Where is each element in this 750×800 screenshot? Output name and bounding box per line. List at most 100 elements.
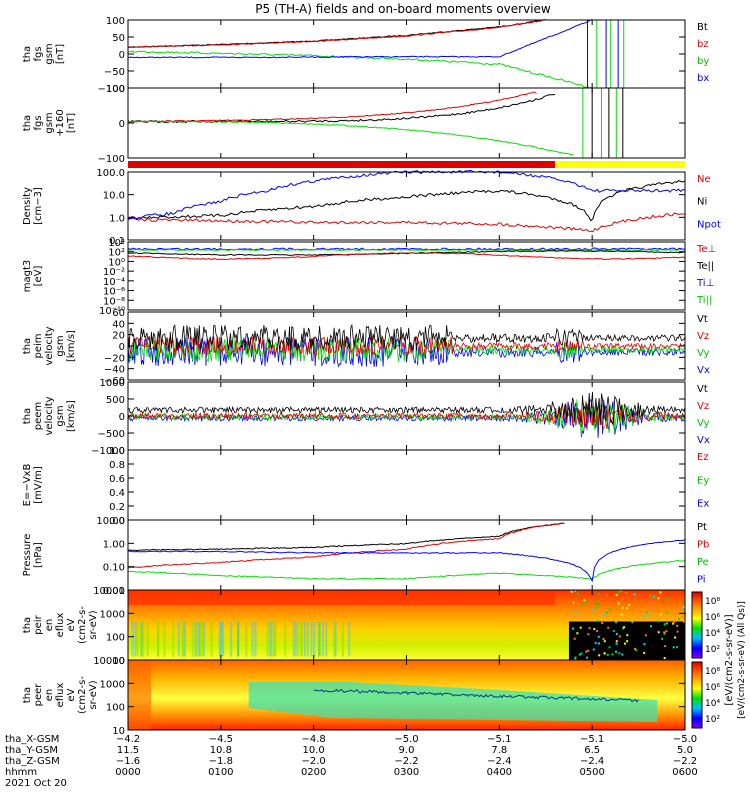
ion-speckle: [606, 653, 609, 656]
y-tick-label: 10: [112, 656, 125, 667]
ion-speckle: [626, 640, 629, 643]
y-tick-label: −20: [104, 353, 125, 364]
ion-speckle: [597, 635, 600, 638]
ion-stripe: [195, 621, 198, 657]
ion-stripe: [348, 621, 351, 657]
legend-by: by: [697, 56, 709, 67]
series-line-Vx: [127, 398, 686, 439]
ion-speckle: [573, 602, 576, 605]
ion-stripe: [201, 621, 204, 657]
ion-stripe: [210, 621, 213, 657]
series-line-Vt: [127, 323, 686, 352]
legend-Ey: Ey: [697, 475, 709, 486]
series-line-by: [127, 120, 574, 156]
ion-speckle: [663, 623, 666, 626]
ion-stripe: [297, 621, 300, 657]
ion-speckle: [573, 637, 576, 640]
ephemeris-row-label: tha_X-GSM: [5, 734, 59, 745]
colorbar-label: 10⁶: [705, 683, 720, 693]
ion-speckle: [663, 632, 666, 635]
panel-frame: [127, 19, 686, 89]
y-tick-label: 1.0: [109, 446, 125, 457]
y-tick-label: 20: [112, 331, 125, 342]
ion-speckle: [572, 601, 575, 604]
y-tick-label: 0: [119, 50, 125, 61]
ion-speckle: [598, 593, 601, 596]
y-axis-label: gsm: [44, 43, 55, 64]
y-tick-label: 100: [106, 84, 125, 95]
ion-speckle: [611, 653, 614, 656]
series-line-Vx: [127, 336, 686, 368]
ion-speckle: [643, 643, 646, 646]
ephemeris-value: −2.2: [673, 756, 697, 767]
ion-stripe: [184, 621, 187, 657]
colorbar-label: 10²: [705, 645, 720, 655]
ion-speckle: [586, 656, 589, 659]
y-tick-label: 0.8: [109, 460, 125, 471]
ion-speckle: [574, 656, 577, 659]
colorbar-title: [eV/(cm2-s-sr-eV)]: [724, 614, 735, 705]
y-tick-label: 100: [106, 703, 125, 714]
y-axis-label: eV: [66, 688, 77, 701]
ion-speckle: [672, 622, 675, 625]
ion-stripe: [197, 621, 200, 657]
y-tick-label: 0.10: [103, 563, 125, 574]
plot-title: P5 (TH-A) fields and on-board moments ov…: [255, 2, 551, 16]
ephemeris-value: −5.1: [487, 734, 511, 745]
ephemeris-value: 10.8: [210, 745, 232, 756]
ion-speckle: [615, 642, 618, 645]
ion-speckle: [593, 628, 596, 631]
y-axis-label: Density: [22, 187, 33, 225]
ion-speckle: [665, 622, 668, 625]
y-axis-label: peem: [33, 402, 44, 430]
ion-stripe: [236, 621, 239, 657]
y-tick-label: 10⁻⁸: [103, 296, 125, 307]
y-axis-label: [nT]: [55, 44, 66, 64]
ion-speckle: [683, 620, 686, 623]
ephemeris-value: 0400: [487, 767, 512, 778]
series-line-bx: [127, 19, 593, 59]
ion-stripe: [198, 621, 201, 657]
series-line-Ti-perp: [127, 247, 686, 251]
y-tick-label: 1000: [100, 679, 125, 690]
series-line-Bt: [127, 19, 546, 49]
legend-bx: bx: [697, 73, 709, 84]
y-tick-label: 100: [106, 633, 125, 644]
y-tick-label: 0: [119, 342, 125, 353]
ion-speckle: [622, 597, 625, 600]
y-axis-label: E=−VxB: [22, 464, 33, 507]
y-axis-label: (cm2-s-: [77, 676, 88, 714]
ion-stripe: [300, 621, 303, 657]
ion-speckle: [664, 645, 667, 648]
ion-speckle: [596, 619, 599, 622]
ion-stripe: [292, 621, 295, 657]
legend-Vx: Vx: [697, 435, 710, 446]
ion-stripe: [306, 621, 309, 657]
legend-Npot: Npot: [697, 219, 721, 230]
series-line-Pi: [127, 539, 686, 583]
legend-Vx: Vx: [697, 365, 710, 376]
series-line-Ni: [127, 180, 686, 222]
ion-stripe: [194, 621, 197, 657]
ion-stripe: [303, 621, 306, 657]
ion-speckle: [657, 620, 660, 623]
series-line-Ne: [127, 212, 686, 233]
ephemeris-value: 0300: [394, 767, 419, 778]
y-tick-label: 10⁰: [108, 257, 125, 268]
ephemeris-value: 0200: [301, 767, 326, 778]
y-axis-label: [eV]: [33, 266, 44, 287]
electron-band: [248, 682, 658, 722]
ion-stripe: [146, 621, 149, 657]
ion-speckle: [602, 638, 605, 641]
ion-stripe: [294, 621, 297, 657]
series-line-Npot: [127, 169, 686, 220]
legend-bz: bz: [697, 39, 709, 50]
ion-speckle: [592, 648, 595, 651]
ephemeris-value: −1.8: [209, 756, 233, 767]
ion-speckle: [653, 595, 656, 598]
panel-frame: [127, 519, 686, 591]
y-axis-label: tha: [22, 687, 33, 703]
legend-Vy: Vy: [697, 348, 710, 359]
series-line-Pe: [127, 559, 686, 580]
